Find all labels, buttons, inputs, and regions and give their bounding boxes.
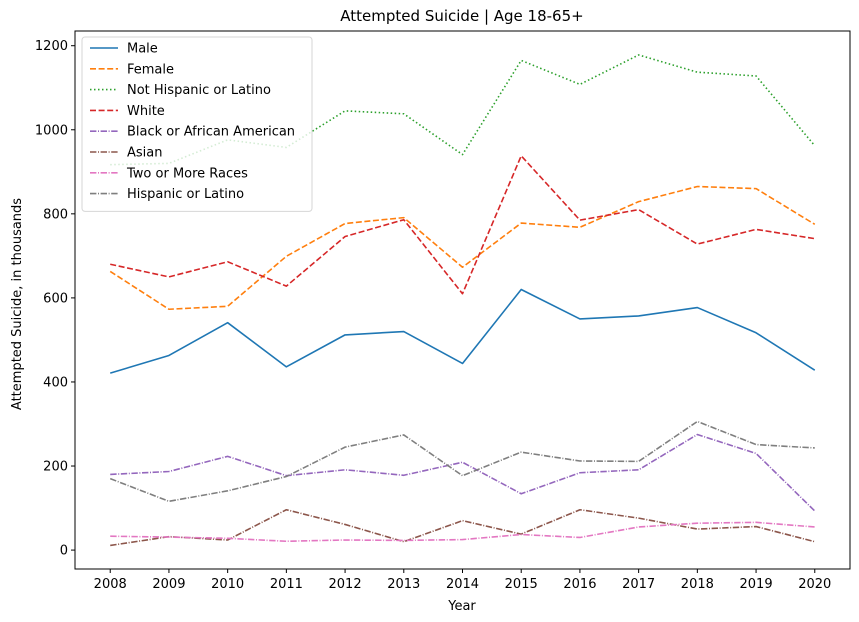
y-tick-label: 600 [43,291,68,306]
legend: Male Female Not Hispanic or Latino White Bla… [81,36,313,212]
x-tick-label: 2010 [211,577,244,592]
x-tick-label: 2009 [152,577,185,592]
series-line-8 [109,420,815,503]
y-axis-title: Attempted Suicide, in thousands [10,198,25,410]
x-axis-title: Year [447,599,476,614]
x-tick-label: 2017 [622,577,655,592]
x-tick-label: 2008 [94,577,127,592]
x-tick-label: 2019 [740,577,773,592]
series-line-5 [110,433,816,512]
legend-label-6: Asian [127,146,162,161]
legend-label-8: Hispanic or Latino [127,187,244,202]
plot-area [74,30,851,570]
x-tick-label: 2011 [270,577,303,592]
y-tick-label: 1200 [35,39,68,54]
y-tick-label: 0 [60,544,68,559]
x-tick-label: 2013 [387,577,420,592]
legend-label-4: White [127,104,165,119]
series-line-6 [110,508,815,547]
legend-box [81,36,313,212]
legend-label-7: Two or More Races [126,166,248,181]
y-tick-label: 800 [43,207,68,222]
x-tick-label: 2020 [798,577,831,592]
x-tick-label: 2016 [563,577,596,592]
y-tick-label: 400 [43,375,68,390]
series-line-3 [110,54,816,166]
series-line-2 [109,185,816,311]
legend-label-2: Female [127,62,174,77]
series-line-1 [109,288,816,374]
y-tick-label: 1000 [35,123,68,138]
x-axis: 2008 2009 2010 2011 2012 2013 2014 2015 2016 2017… [94,569,831,592]
legend-label-1: Male [127,42,158,57]
x-tick-label: 2014 [446,577,479,592]
x-tick-label: 2018 [681,577,714,592]
x-tick-label: 2015 [505,577,538,592]
legend-label-5: Black or African American [127,125,295,140]
x-tick-label: 2012 [329,577,362,592]
y-axis: 0 200 400 600 800 1000 1200 [35,39,75,559]
series-line-4 [110,155,815,295]
y-tick-label: 200 [43,460,68,475]
series-line-7 [110,521,815,543]
legend-label-3: Not Hispanic or Latino [127,83,271,98]
chart-title: Attempted Suicide | Age 18-65+ [340,7,583,25]
